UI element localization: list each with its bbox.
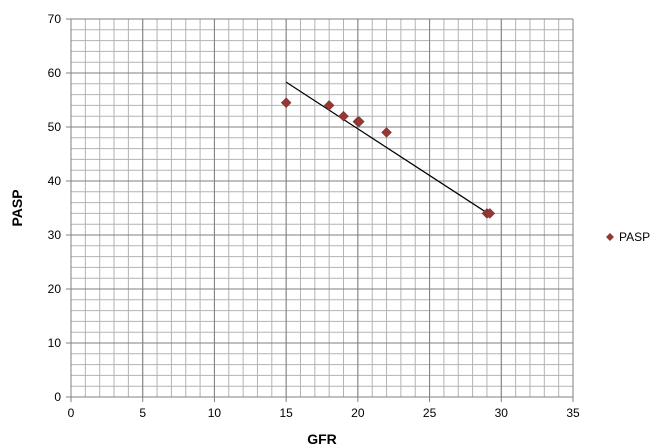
y-axis-title: PASP: [9, 189, 25, 226]
major-gridlines: [70, 18, 574, 398]
y-tick-label: 60: [48, 66, 62, 80]
y-tick-labels: 0 10 20 30 40 50 60 70: [48, 12, 62, 404]
data-point: [323, 100, 335, 111]
x-tick-label: 10: [208, 406, 222, 420]
y-tick-label: 70: [48, 12, 62, 26]
y-tick-label: 0: [54, 390, 61, 404]
x-tick-label: 35: [566, 406, 580, 420]
x-tick-label: 0: [68, 406, 75, 420]
x-tick-label: 15: [279, 406, 293, 420]
trendline: [285, 81, 492, 217]
x-tick-label: 30: [495, 406, 509, 420]
trendline-group: [285, 81, 492, 217]
minor-gridlines: [70, 18, 574, 398]
x-tick-labels: 0 5 10 15 20 25 30 35: [68, 406, 580, 420]
x-axis-title: GFR: [307, 431, 337, 447]
y-tick-label: 10: [48, 336, 62, 350]
data-point: [381, 127, 392, 138]
data-point: [338, 110, 349, 122]
legend-marker-diamond: [606, 233, 614, 241]
data-point: [353, 116, 365, 127]
x-tick-label: 20: [351, 406, 365, 420]
y-tick-label: 20: [48, 282, 62, 296]
x-tick-label: 25: [423, 406, 437, 420]
x-tick-label: 5: [139, 406, 146, 420]
legend: PASP: [606, 230, 650, 244]
axes: [66, 18, 574, 402]
data-points: [280, 97, 496, 219]
data-point: [484, 208, 496, 219]
y-tick-label: 50: [48, 120, 62, 134]
y-tick-label: 30: [48, 228, 62, 242]
data-point: [280, 97, 292, 109]
y-tick-label: 40: [48, 174, 62, 188]
legend-label: PASP: [619, 230, 650, 244]
